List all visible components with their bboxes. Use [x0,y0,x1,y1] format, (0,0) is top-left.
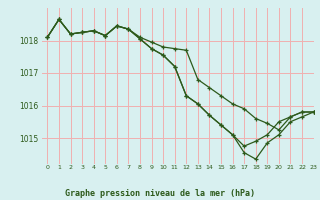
Text: Graphe pression niveau de la mer (hPa): Graphe pression niveau de la mer (hPa) [65,189,255,198]
